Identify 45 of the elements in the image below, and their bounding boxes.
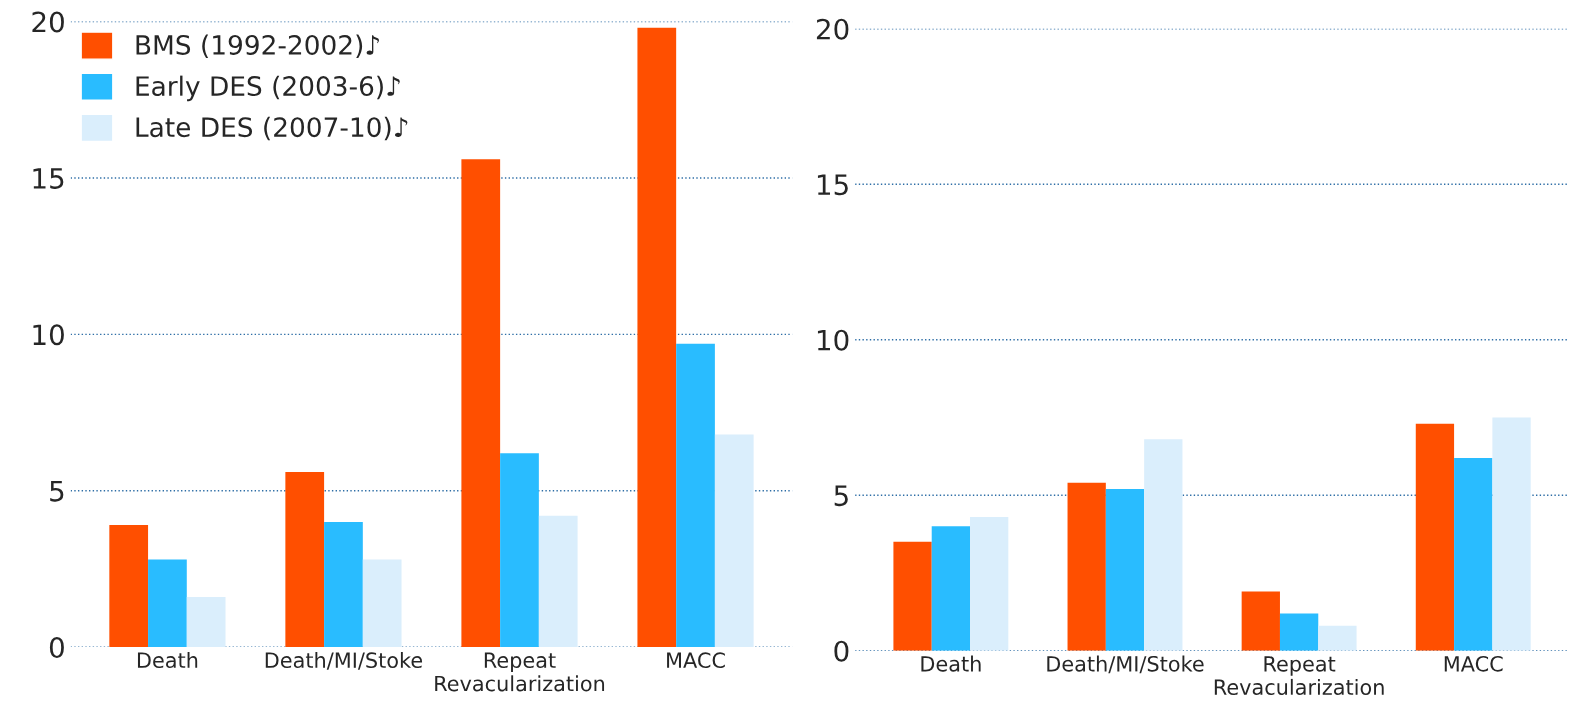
- bar: [1105, 488, 1145, 651]
- bar: [148, 559, 187, 648]
- bar: [285, 471, 325, 648]
- bar: [714, 434, 754, 648]
- x-tick-label: Death: [137, 651, 198, 669]
- x-tick-label: MACC: [667, 652, 725, 669]
- bar: [1279, 613, 1319, 651]
- bar: [186, 597, 226, 648]
- y-tick-label: 0: [834, 640, 849, 662]
- bar: [1454, 457, 1493, 651]
- x-tick-label: Death: [921, 655, 981, 672]
- bar: [1492, 417, 1531, 651]
- bar: [931, 526, 971, 651]
- bar: [1318, 625, 1357, 651]
- y-tick-label: 10: [33, 324, 64, 346]
- x-tick-label: Repeat Revacularization: [1214, 656, 1384, 696]
- x-tick-label: Death/MI/Stoke: [1047, 655, 1204, 674]
- bar: [893, 541, 932, 651]
- bar: [362, 559, 402, 648]
- y-tick-label: 5: [50, 481, 64, 502]
- bar: [1241, 591, 1280, 651]
- bar: [461, 159, 501, 648]
- y-tick-label: 20: [816, 18, 849, 40]
- x-tick-label: MACC: [1444, 655, 1503, 672]
- x-tick-label: Repeat Revacularization: [435, 652, 605, 692]
- y-tick-label: 15: [817, 174, 848, 196]
- bar: [1144, 439, 1183, 651]
- legend-label: Late DES (2007-10)♪: [136, 116, 408, 141]
- bar: [538, 515, 578, 648]
- legend-label: Early DES (2003-6)♪: [136, 75, 400, 102]
- y-tick-label: 20: [32, 11, 64, 33]
- y-tick-label: 10: [817, 329, 849, 351]
- y-tick-label: 0: [49, 637, 64, 659]
- bar: [109, 525, 149, 648]
- bar: [637, 27, 677, 648]
- bar: [970, 516, 1009, 651]
- bar: [1067, 482, 1106, 651]
- x-tick-label: Death/MI/Stoke: [265, 651, 423, 670]
- bar: [324, 521, 363, 648]
- bar: [676, 343, 715, 648]
- y-tick-label: 5: [834, 485, 848, 507]
- y-tick-label: 15: [33, 168, 64, 189]
- legend-label: BMS (1992-2002)♪: [136, 34, 379, 59]
- bar: [1415, 423, 1455, 651]
- bar: [500, 453, 539, 648]
